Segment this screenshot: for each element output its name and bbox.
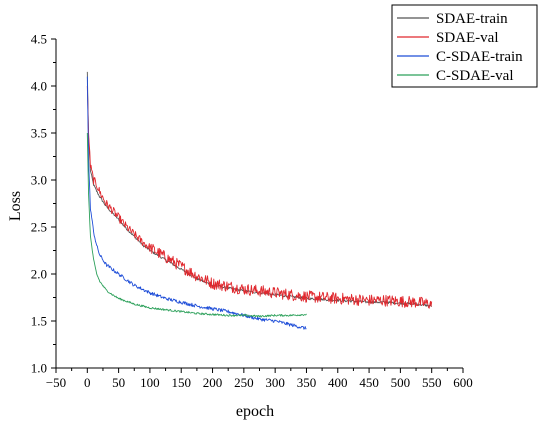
legend: SDAE-train SDAE-val C-SDAE-train C-SDAE-val xyxy=(391,4,538,88)
legend-label-c-sdae-train: C-SDAE-train xyxy=(436,49,523,65)
x-axis-label: epoch xyxy=(236,403,274,420)
y-tick-label: 3.0 xyxy=(31,173,47,188)
x-tick-label: 200 xyxy=(203,375,223,390)
y-tick-label: 1.5 xyxy=(31,314,47,329)
y-tick-label: 1.0 xyxy=(31,361,47,376)
x-tick-label: 100 xyxy=(140,375,160,390)
x-tick-label: 50 xyxy=(112,375,125,390)
series-line-sdae-train xyxy=(86,71,433,307)
y-tick-label: 3.5 xyxy=(31,126,47,141)
x-tick-label: 300 xyxy=(265,375,285,390)
series-line-sdae-val xyxy=(86,85,433,309)
y-axis: 1.0 1.5 2.0 2.5 3.0 3.5 4.0 4.5 xyxy=(31,32,56,376)
legend-box xyxy=(391,4,538,88)
x-tick-label: 400 xyxy=(328,375,348,390)
legend-label-sdae-val: SDAE-val xyxy=(436,30,499,46)
x-tick-label: 250 xyxy=(234,375,254,390)
y-axis-label: Loss xyxy=(7,191,24,221)
y-tick-label: 2.5 xyxy=(31,220,47,235)
x-tick-label: 600 xyxy=(453,375,473,390)
x-tick-label: 350 xyxy=(297,375,317,390)
x-tick-label: −50 xyxy=(46,375,66,390)
x-tick-label: 0 xyxy=(84,375,91,390)
x-tick-label: 150 xyxy=(171,375,191,390)
x-tick-label: 500 xyxy=(391,375,411,390)
x-tick-label: 550 xyxy=(422,375,442,390)
legend-label-sdae-train: SDAE-train xyxy=(436,11,508,27)
x-tick-label: 450 xyxy=(359,375,379,390)
x-axis: −50 0 50 100 150 200 250 300 350 400 450 500 550 600 xyxy=(46,368,473,390)
y-tick-label: 4.0 xyxy=(31,79,47,94)
series-line-c-sdae-val xyxy=(86,132,307,318)
legend-label-c-sdae-val: C-SDAE-val xyxy=(436,68,514,84)
series-lines xyxy=(86,71,433,330)
series-line-c-sdae-train xyxy=(86,76,307,330)
y-tick-label: 4.5 xyxy=(31,32,47,47)
y-tick-label: 2.0 xyxy=(31,267,47,282)
